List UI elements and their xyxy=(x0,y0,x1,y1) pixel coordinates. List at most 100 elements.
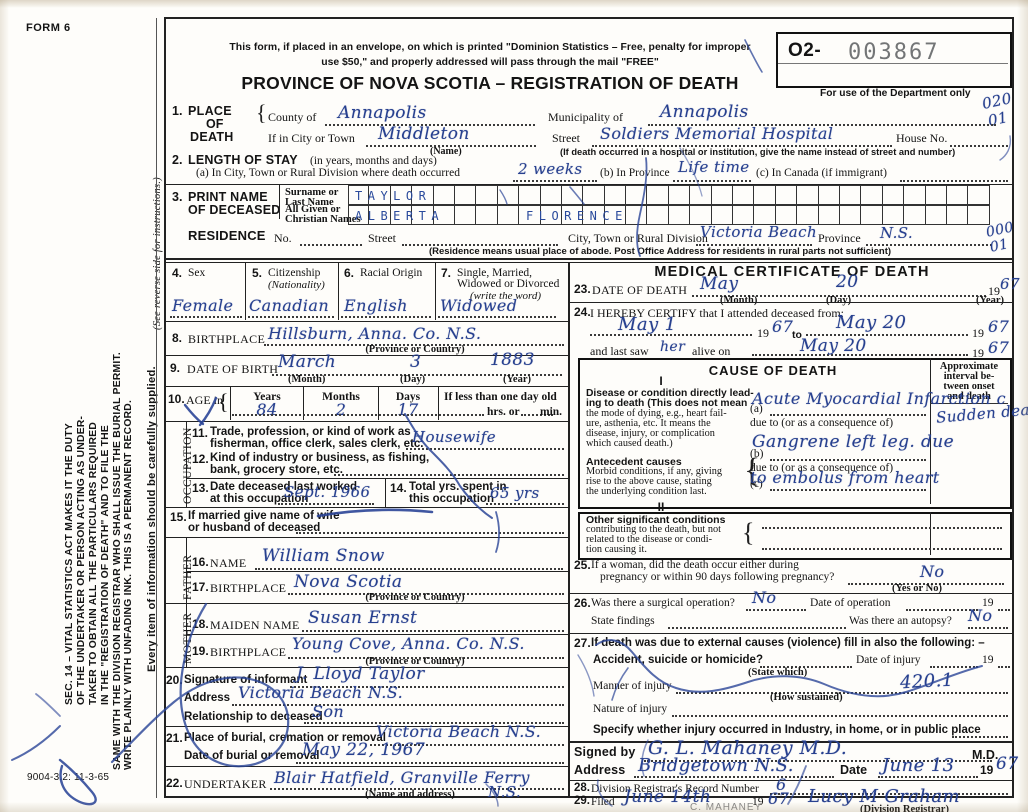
item-14-number: 14. xyxy=(390,481,407,495)
interval-header-2: interval be- xyxy=(943,371,995,382)
stay-city-value: 2 weeks xyxy=(518,160,583,178)
item-1-number: 1. xyxy=(172,104,183,118)
sex-label: Sex xyxy=(188,267,206,279)
signed-by-label: Signed by xyxy=(574,745,636,759)
death-year-value: 67 xyxy=(1000,275,1020,293)
date-of-death-label: DATE OF DEATH xyxy=(592,283,688,297)
item-6-number: 6. xyxy=(344,266,355,280)
md-label: M.D. xyxy=(972,748,999,762)
reg-box-divider xyxy=(778,63,1008,64)
given-name-value-2: FLORENCE xyxy=(526,209,628,223)
street-label: Street xyxy=(552,131,580,145)
item-12-number: 12. xyxy=(192,452,209,466)
cause-of-death-box xyxy=(578,358,1012,509)
item-4-number: 4. xyxy=(172,266,183,280)
residence-no-label: No. xyxy=(274,231,292,245)
marital-status-label-2: Widowed or Divorced xyxy=(457,278,560,290)
item-8-number: 8. xyxy=(172,331,183,345)
attended-from-year-prefix: 19 xyxy=(757,326,769,340)
cause-a-tag: (a) xyxy=(750,403,763,415)
relationship-value: Son xyxy=(312,702,345,721)
surname-letter-grid[interactable] xyxy=(348,185,990,205)
birth-year-value: 1883 xyxy=(490,350,535,370)
injury-place-label: Specify whether injury occurred in Indus… xyxy=(593,724,981,736)
place-of-death-label-3: DEATH xyxy=(190,130,234,144)
legal-notice-line-3: TAKER TO OBTAIN ALL THE PARTICULARS REQU… xyxy=(88,421,99,705)
registrar-record-label: Division Registrar's Record Number xyxy=(591,783,759,795)
county-value: Annapolis xyxy=(338,103,427,123)
last-worked-label-1: Date deceased last worked xyxy=(210,481,358,493)
lastsaw-pronoun: her xyxy=(660,339,686,355)
cause-dueto-2: due to (or as a consequence of) xyxy=(750,462,894,474)
nature-of-injury-label: Nature of injury xyxy=(593,703,668,715)
item-15-number: 15. xyxy=(170,510,187,524)
cause-dueto-1: due to (or as a consequence of) xyxy=(750,417,894,429)
residence-note: (Residence means usual place of abode. P… xyxy=(428,246,892,257)
item-22-number: 22. xyxy=(166,776,183,790)
cause-b-value: Gangrene left leg. due xyxy=(752,432,955,452)
place-of-death-brace: { xyxy=(256,100,267,125)
spouse-label-2: or husband of deceased xyxy=(188,522,321,534)
age-days-label: Days xyxy=(395,391,421,403)
length-of-stay-paren: (in years, months and days) xyxy=(310,155,437,167)
place-of-death-label-2: OF xyxy=(206,117,224,131)
burial-date-label: Date of burial or removal xyxy=(184,750,320,762)
other-conditions-line-3: tion causing it. xyxy=(586,544,647,555)
given-names-letter-grid[interactable] xyxy=(348,205,990,225)
relationship-label: Relationship to deceased xyxy=(184,711,323,723)
pregnancy-value: No xyxy=(920,562,945,581)
father-name-label: NAME xyxy=(210,556,247,570)
racial-origin-value: English xyxy=(344,296,408,315)
death-month-value: May xyxy=(700,274,739,294)
lastsaw-date: May 20 xyxy=(800,336,867,356)
spouse-label-1: If married give name of wife xyxy=(188,510,340,522)
mother-maiden-name-value: Susan Ernst xyxy=(308,608,418,628)
stay-province-value: Life time xyxy=(678,158,750,176)
envelope-notice-line-1: This form, if placed in an envelope, on … xyxy=(229,42,751,53)
city-or-town-value: Middleton xyxy=(378,124,470,144)
doctor-address-value: Bridgetown N.S. xyxy=(638,755,794,776)
alive-on-label: alive on xyxy=(692,344,731,358)
cause-part1-line-3: the mode of dying, e.g., heart fail- xyxy=(586,408,727,419)
municipality-value: Annapolis xyxy=(660,102,749,122)
marital-status-value: Widowed xyxy=(440,296,518,315)
other-conditions-line-1: contributing to the death, but not xyxy=(586,524,721,535)
form-number: FORM 6 xyxy=(26,22,71,34)
cause-of-death-title: CAUSE OF DEATH xyxy=(708,363,838,378)
cause-part1-line-6: which caused death.) xyxy=(586,438,673,449)
birthplace-label: BIRTHPLACE xyxy=(188,332,266,346)
item-10-number: 10. xyxy=(168,392,185,406)
father-birthplace-value: Nova Scotia xyxy=(294,572,403,592)
document-title: PROVINCE OF NOVA SCOTIA – REGISTRATION O… xyxy=(241,73,739,93)
city-or-town-label: If in City or Town xyxy=(268,131,355,145)
pregnancy-label-2: pregnancy or within 90 days following pr… xyxy=(600,571,835,583)
birth-month-sublabel: (Month) xyxy=(288,374,326,385)
death-year-prefix: 19 xyxy=(988,284,1000,298)
informant-value: J. Lloyd Taylor xyxy=(296,664,425,684)
cause-part1-line-2: ing to death (This does not mean xyxy=(586,398,748,409)
municipality-label: Municipality of xyxy=(548,110,623,124)
birthplace-value: Hillsburn, Anna. Co. N.S. xyxy=(268,324,482,343)
death-day-sublabel: (Day) xyxy=(826,295,852,306)
filed-year-prefix: 19 xyxy=(752,796,764,808)
age-years-label: Years xyxy=(253,391,281,403)
signed-year-value: 67 xyxy=(996,754,1019,774)
surgical-operation-value: No xyxy=(752,588,777,607)
residence-label: RESIDENCE xyxy=(188,228,266,243)
sex-value: Female xyxy=(172,296,234,315)
total-yrs-value: 65 yrs xyxy=(490,484,540,502)
birth-day-sublabel: (Day) xyxy=(400,374,426,385)
surname-label-1: Surname or xyxy=(285,187,339,198)
occupation-industry-label-2: bank, grocery store, etc. xyxy=(210,464,343,476)
autopsy-value: No xyxy=(968,606,993,625)
cause-part-1-roman: I xyxy=(659,374,663,388)
form-print-code: 9004-3.2: 11-3-65 xyxy=(27,772,110,783)
item-19-number: 19. xyxy=(192,644,209,658)
residence-province-label: Province xyxy=(818,231,861,245)
last-worked-value: Sept. 1966 xyxy=(284,483,371,501)
street-value: Soldiers Memorial Hospital xyxy=(600,124,834,143)
item-13-number: 13. xyxy=(192,481,209,495)
item-11-number: 11. xyxy=(192,426,209,440)
age-min-label: min. xyxy=(540,406,563,418)
undertaker-label: UNDERTAKER xyxy=(184,777,267,791)
